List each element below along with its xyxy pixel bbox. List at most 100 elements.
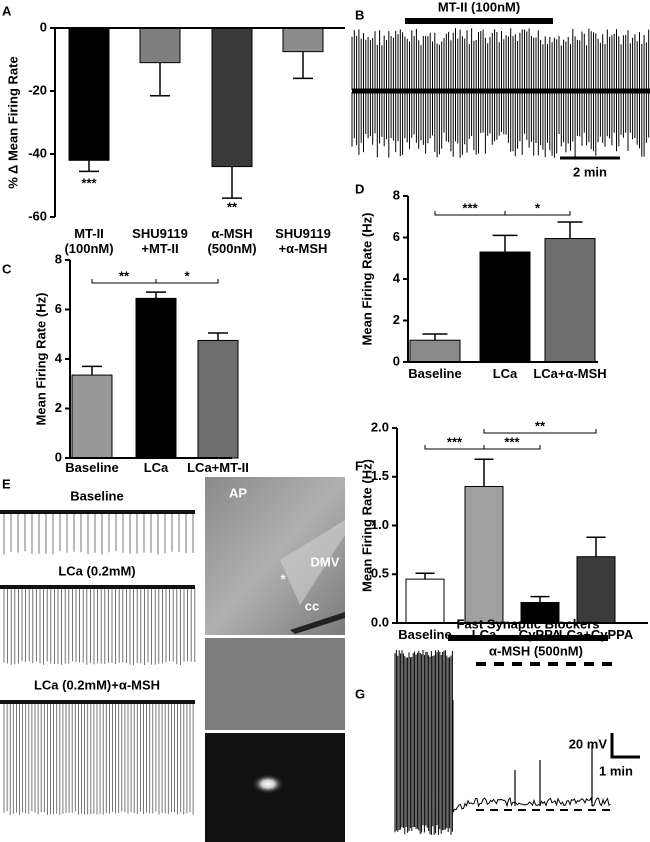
error-bar bbox=[557, 221, 583, 239]
y-axis-title: Mean Firing Rate (Hz) bbox=[359, 459, 374, 592]
significance: *** bbox=[447, 434, 463, 449]
significance: *** bbox=[81, 175, 97, 190]
panel-label: E bbox=[2, 476, 11, 491]
x-tick-label: LCa bbox=[492, 366, 518, 381]
y-tick-label: 2.0 bbox=[371, 419, 389, 434]
bar bbox=[409, 339, 461, 363]
y-tick-label: 1.0 bbox=[371, 517, 389, 532]
trace-label: Baseline bbox=[70, 488, 123, 503]
x-tick-label: Baseline bbox=[65, 460, 119, 475]
error-bar bbox=[222, 166, 242, 199]
micrograph-shade bbox=[280, 520, 345, 605]
y-tick-label: 6 bbox=[55, 301, 62, 316]
error-bar bbox=[422, 333, 448, 341]
image-label: * bbox=[280, 571, 286, 586]
scale-label: 1 min bbox=[599, 763, 633, 778]
x-tick-label: LCa+CyPPA bbox=[558, 627, 634, 642]
error-bar bbox=[474, 458, 494, 487]
bar bbox=[71, 374, 113, 459]
y-axis-title: Mean Firing Rate (Hz) bbox=[33, 293, 48, 426]
significance-bracket bbox=[504, 211, 571, 216]
bar bbox=[139, 27, 181, 64]
significance: *** bbox=[462, 200, 478, 215]
y-tick-label: 1.5 bbox=[371, 468, 389, 483]
trace-e bbox=[3, 702, 194, 815]
trace-g bbox=[394, 650, 611, 835]
micrograph-dic bbox=[205, 638, 345, 730]
trace-e bbox=[3, 587, 196, 665]
error-bar bbox=[150, 62, 170, 97]
significance-bracket bbox=[483, 429, 597, 434]
image-label: cc bbox=[305, 598, 319, 613]
y-tick-label: 0.5 bbox=[371, 566, 389, 581]
scale-bar bbox=[610, 733, 640, 759]
panel-label: G bbox=[355, 686, 365, 701]
bar bbox=[405, 578, 445, 624]
y-tick-label: 0.0 bbox=[371, 614, 389, 629]
y-tick-label: -20 bbox=[28, 82, 47, 97]
error-bar bbox=[79, 160, 99, 173]
y-tick-label: -40 bbox=[28, 145, 47, 160]
drug-label: α-MSH (500nM) bbox=[489, 643, 583, 658]
x-tick-label: MT-II (100nM) bbox=[64, 226, 114, 256]
bar bbox=[135, 297, 177, 459]
bar bbox=[576, 556, 616, 624]
x-tick-label: α-MSH (500nM) bbox=[207, 226, 257, 256]
trace-g-spikes bbox=[514, 745, 593, 806]
error-bar bbox=[208, 332, 228, 341]
blocker-label: Fast Synaptic Blockers bbox=[456, 616, 599, 631]
scale-label: 20 mV bbox=[569, 736, 608, 751]
significance-bracket bbox=[483, 445, 541, 450]
bar bbox=[68, 27, 110, 161]
significance: *** bbox=[504, 434, 520, 449]
y-tick-label: -60 bbox=[28, 208, 47, 223]
error-bar bbox=[82, 365, 102, 376]
y-tick-label: 0 bbox=[40, 19, 47, 34]
significance: ** bbox=[119, 268, 130, 283]
x-tick-label: SHU9119 +α-MSH bbox=[275, 226, 331, 256]
bar bbox=[464, 486, 504, 624]
image-label: AP bbox=[229, 485, 247, 500]
bar bbox=[544, 238, 596, 363]
significance: ** bbox=[227, 199, 238, 214]
error-bar bbox=[530, 595, 550, 603]
y-tick-label: 2 bbox=[393, 312, 400, 327]
x-tick-label: LCa bbox=[143, 460, 169, 475]
y-tick-label: 0 bbox=[393, 353, 400, 368]
x-tick-label: Baseline bbox=[398, 627, 452, 642]
y-tick-label: 8 bbox=[55, 251, 62, 266]
trace-e bbox=[3, 512, 194, 555]
x-tick-label: Baseline bbox=[408, 366, 462, 381]
drug-label: MT-II (100nM) bbox=[438, 0, 520, 14]
error-bar bbox=[492, 234, 518, 253]
image-label: DMV bbox=[311, 554, 340, 569]
x-tick-label: CyPPA bbox=[518, 627, 562, 642]
significance: * bbox=[535, 200, 541, 215]
y-tick-label: 8 bbox=[393, 187, 400, 202]
bar bbox=[211, 27, 253, 168]
panel-label: A bbox=[2, 3, 12, 18]
significance-bracket bbox=[155, 279, 219, 284]
significance: * bbox=[184, 268, 190, 283]
scale-label: 2 min bbox=[573, 164, 607, 179]
significance: ** bbox=[535, 418, 546, 433]
bar bbox=[197, 339, 239, 459]
x-tick-label: LCa+MT-II bbox=[187, 460, 249, 475]
x-tick-label: SHU9119 +MT-II bbox=[132, 226, 188, 256]
error-bar bbox=[293, 51, 313, 80]
filled-neuron bbox=[252, 774, 284, 794]
trace-b bbox=[351, 28, 650, 158]
error-bar bbox=[146, 291, 166, 299]
panel-label: D bbox=[355, 181, 364, 196]
panel-label: C bbox=[2, 261, 12, 276]
y-tick-label: 4 bbox=[55, 350, 63, 365]
error-bar bbox=[586, 536, 606, 557]
y-axis-title: Mean Firing Rate (Hz) bbox=[359, 213, 374, 346]
trace-label: LCa (0.2mM)+α-MSH bbox=[34, 677, 160, 692]
bar bbox=[282, 27, 324, 53]
error-bar bbox=[415, 572, 435, 580]
panel-label: B bbox=[355, 7, 364, 22]
panel-label: F bbox=[355, 458, 363, 473]
y-tick-label: 2 bbox=[55, 400, 62, 415]
